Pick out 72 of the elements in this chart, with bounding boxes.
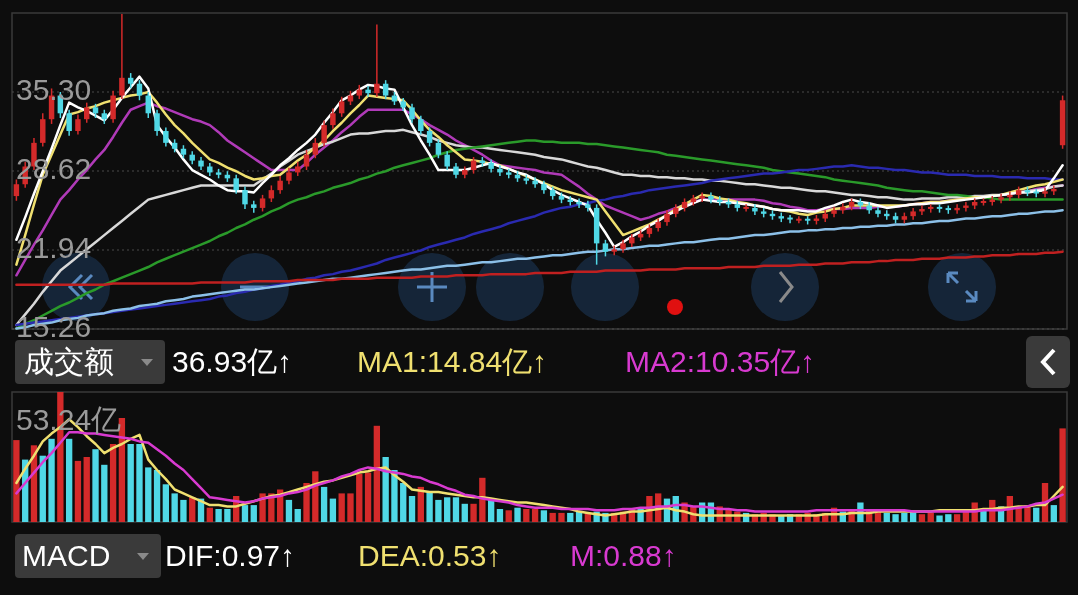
bar	[435, 499, 442, 522]
bar	[109, 444, 117, 522]
bar	[567, 512, 574, 522]
bar	[444, 497, 451, 522]
bar	[945, 514, 952, 522]
text: 成交额	[24, 345, 114, 378]
bar	[514, 507, 521, 522]
bar	[953, 514, 961, 522]
bar	[540, 510, 548, 522]
bar	[373, 425, 381, 522]
bar	[162, 484, 170, 522]
bar	[461, 503, 468, 522]
text: MA2:10.35亿↑	[625, 345, 816, 378]
bar	[470, 503, 477, 522]
text: MA1:14.84亿↑	[357, 345, 548, 378]
text: DEA:0.53↑	[358, 539, 502, 572]
bar	[39, 455, 46, 522]
bar	[1033, 507, 1040, 522]
bar	[356, 473, 363, 522]
bar	[1059, 428, 1066, 522]
bar	[250, 505, 257, 522]
bar	[901, 512, 908, 522]
bar	[285, 499, 293, 522]
bar	[338, 493, 345, 522]
bar	[206, 507, 213, 522]
bar	[936, 515, 943, 522]
bar	[136, 444, 143, 522]
bar	[505, 510, 512, 522]
bar	[189, 497, 196, 522]
bar	[65, 438, 73, 522]
bar	[92, 449, 99, 522]
bar	[400, 483, 407, 522]
bar	[101, 464, 108, 522]
y-tick-label: 35.30	[16, 72, 92, 106]
bar	[153, 470, 161, 522]
text: MACD	[22, 539, 111, 572]
bar	[918, 514, 926, 522]
bar	[294, 509, 301, 522]
bar	[558, 512, 565, 522]
bar	[496, 509, 504, 522]
bar	[241, 505, 249, 522]
bar	[224, 509, 231, 522]
bar	[549, 512, 556, 522]
bar	[347, 493, 354, 522]
bar	[83, 457, 90, 522]
bar	[408, 496, 416, 522]
bar	[382, 457, 389, 522]
bar	[391, 470, 398, 522]
bar	[13, 440, 20, 522]
bar	[883, 512, 890, 522]
bar	[1050, 505, 1057, 522]
bar	[927, 512, 934, 522]
bar	[145, 467, 152, 522]
bar	[531, 509, 539, 522]
bar	[171, 493, 178, 522]
text: DIF:0.97↑	[165, 539, 296, 572]
bar	[523, 509, 530, 522]
bar	[426, 492, 433, 522]
bar	[180, 499, 187, 522]
bar	[892, 514, 899, 522]
text: 36.93亿↑	[172, 345, 293, 378]
bar	[127, 444, 134, 522]
text: M:0.88↑	[570, 539, 677, 572]
bar	[479, 477, 486, 522]
bar	[48, 438, 55, 522]
bar	[320, 486, 328, 522]
bar	[329, 498, 337, 522]
bar	[259, 493, 266, 522]
bar	[452, 497, 460, 522]
bar	[364, 472, 372, 522]
bar	[74, 460, 82, 522]
bar	[215, 509, 222, 522]
